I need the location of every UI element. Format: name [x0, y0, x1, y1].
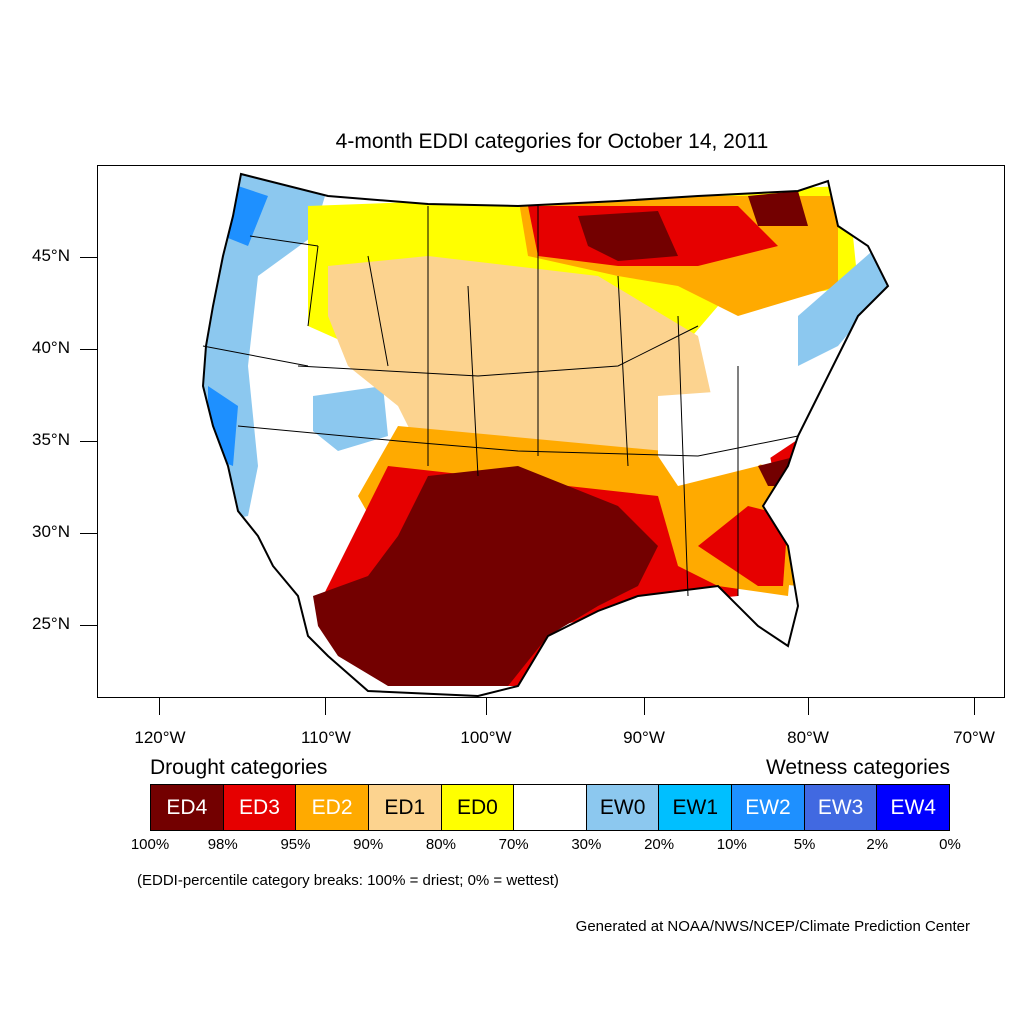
- break-label: 100%: [130, 836, 170, 853]
- break-label: 30%: [571, 836, 602, 853]
- map-title: 4-month EDDI categories for October 14, …: [335, 130, 769, 153]
- drought-heading: Drought categories: [150, 756, 328, 779]
- category-field: [203, 174, 888, 686]
- lat-tick: [80, 257, 97, 258]
- lon-tick: [325, 698, 326, 715]
- lon-label-70: 70°W: [953, 728, 995, 747]
- break-label: 20%: [644, 836, 675, 853]
- break-label: 95%: [280, 836, 311, 853]
- lat-label-35: 35°N: [32, 430, 70, 449]
- legend-swatch-ew0: EW0: [586, 785, 660, 830]
- legend-swatch-ed0: ED0: [441, 785, 515, 830]
- eddi-map-svg: [201, 172, 890, 697]
- lon-label-80: 80°W: [787, 728, 829, 747]
- lon-tick: [159, 698, 160, 715]
- break-label: 10%: [716, 836, 747, 853]
- eddi-map: [97, 165, 1005, 698]
- lon-tick: [644, 698, 645, 715]
- ed4-core-texas: [313, 466, 658, 686]
- ed4-core-north: [578, 191, 808, 486]
- legend-swatch-ed1: ED1: [368, 785, 442, 830]
- lon-label-100: 100°W: [460, 728, 512, 747]
- lat-label-30: 30°N: [32, 522, 70, 541]
- lat-label-25: 25°N: [32, 614, 70, 633]
- lat-tick: [80, 533, 97, 534]
- break-label: 70%: [498, 836, 529, 853]
- legend-colorbar: ED4 ED3 ED2 ED1 ED0 EW0 EW1 EW2 EW3 EW4: [150, 784, 950, 831]
- lat-tick: [80, 625, 97, 626]
- lon-label-120: 120°W: [134, 728, 186, 747]
- break-label: 98%: [207, 836, 238, 853]
- legend-swatch-ew3: EW3: [804, 785, 878, 830]
- break-label: 90%: [353, 836, 384, 853]
- legend-swatch-normal: [514, 785, 587, 830]
- ed3-southeast: [698, 506, 788, 586]
- lon-label-90: 90°W: [623, 728, 665, 747]
- break-label: 5%: [793, 836, 816, 853]
- lat-tick: [80, 349, 97, 350]
- break-label: 80%: [425, 836, 456, 853]
- legend-swatch-ed2: ED2: [296, 785, 369, 830]
- lat-tick: [80, 441, 97, 442]
- legend-swatch-ed4: ED4: [151, 785, 224, 830]
- legend-swatch-ed3: ED3: [223, 785, 297, 830]
- lon-tick: [808, 698, 809, 715]
- lat-label-40: 40°N: [32, 338, 70, 357]
- legend-swatch-ew2: EW2: [732, 785, 805, 830]
- lon-tick: [974, 698, 975, 715]
- legend-swatch-ew1: EW1: [659, 785, 733, 830]
- break-label: 2%: [866, 836, 889, 853]
- credit-line: Generated at NOAA/NWS/NCEP/Climate Predi…: [575, 918, 970, 935]
- ed1-midwest: [328, 256, 718, 476]
- lon-tick: [486, 698, 487, 715]
- wetness-heading: Wetness categories: [765, 756, 950, 779]
- legend-swatch-ew4: EW4: [877, 785, 950, 830]
- break-label: 0%: [939, 836, 961, 853]
- category-note: (EDDI-percentile category breaks: 100% =…: [137, 872, 559, 889]
- wet-region-northeast: [798, 246, 888, 366]
- lat-label-45: 45°N: [32, 246, 70, 265]
- lon-label-110: 110°W: [301, 728, 351, 747]
- state-boundaries: [201, 172, 890, 697]
